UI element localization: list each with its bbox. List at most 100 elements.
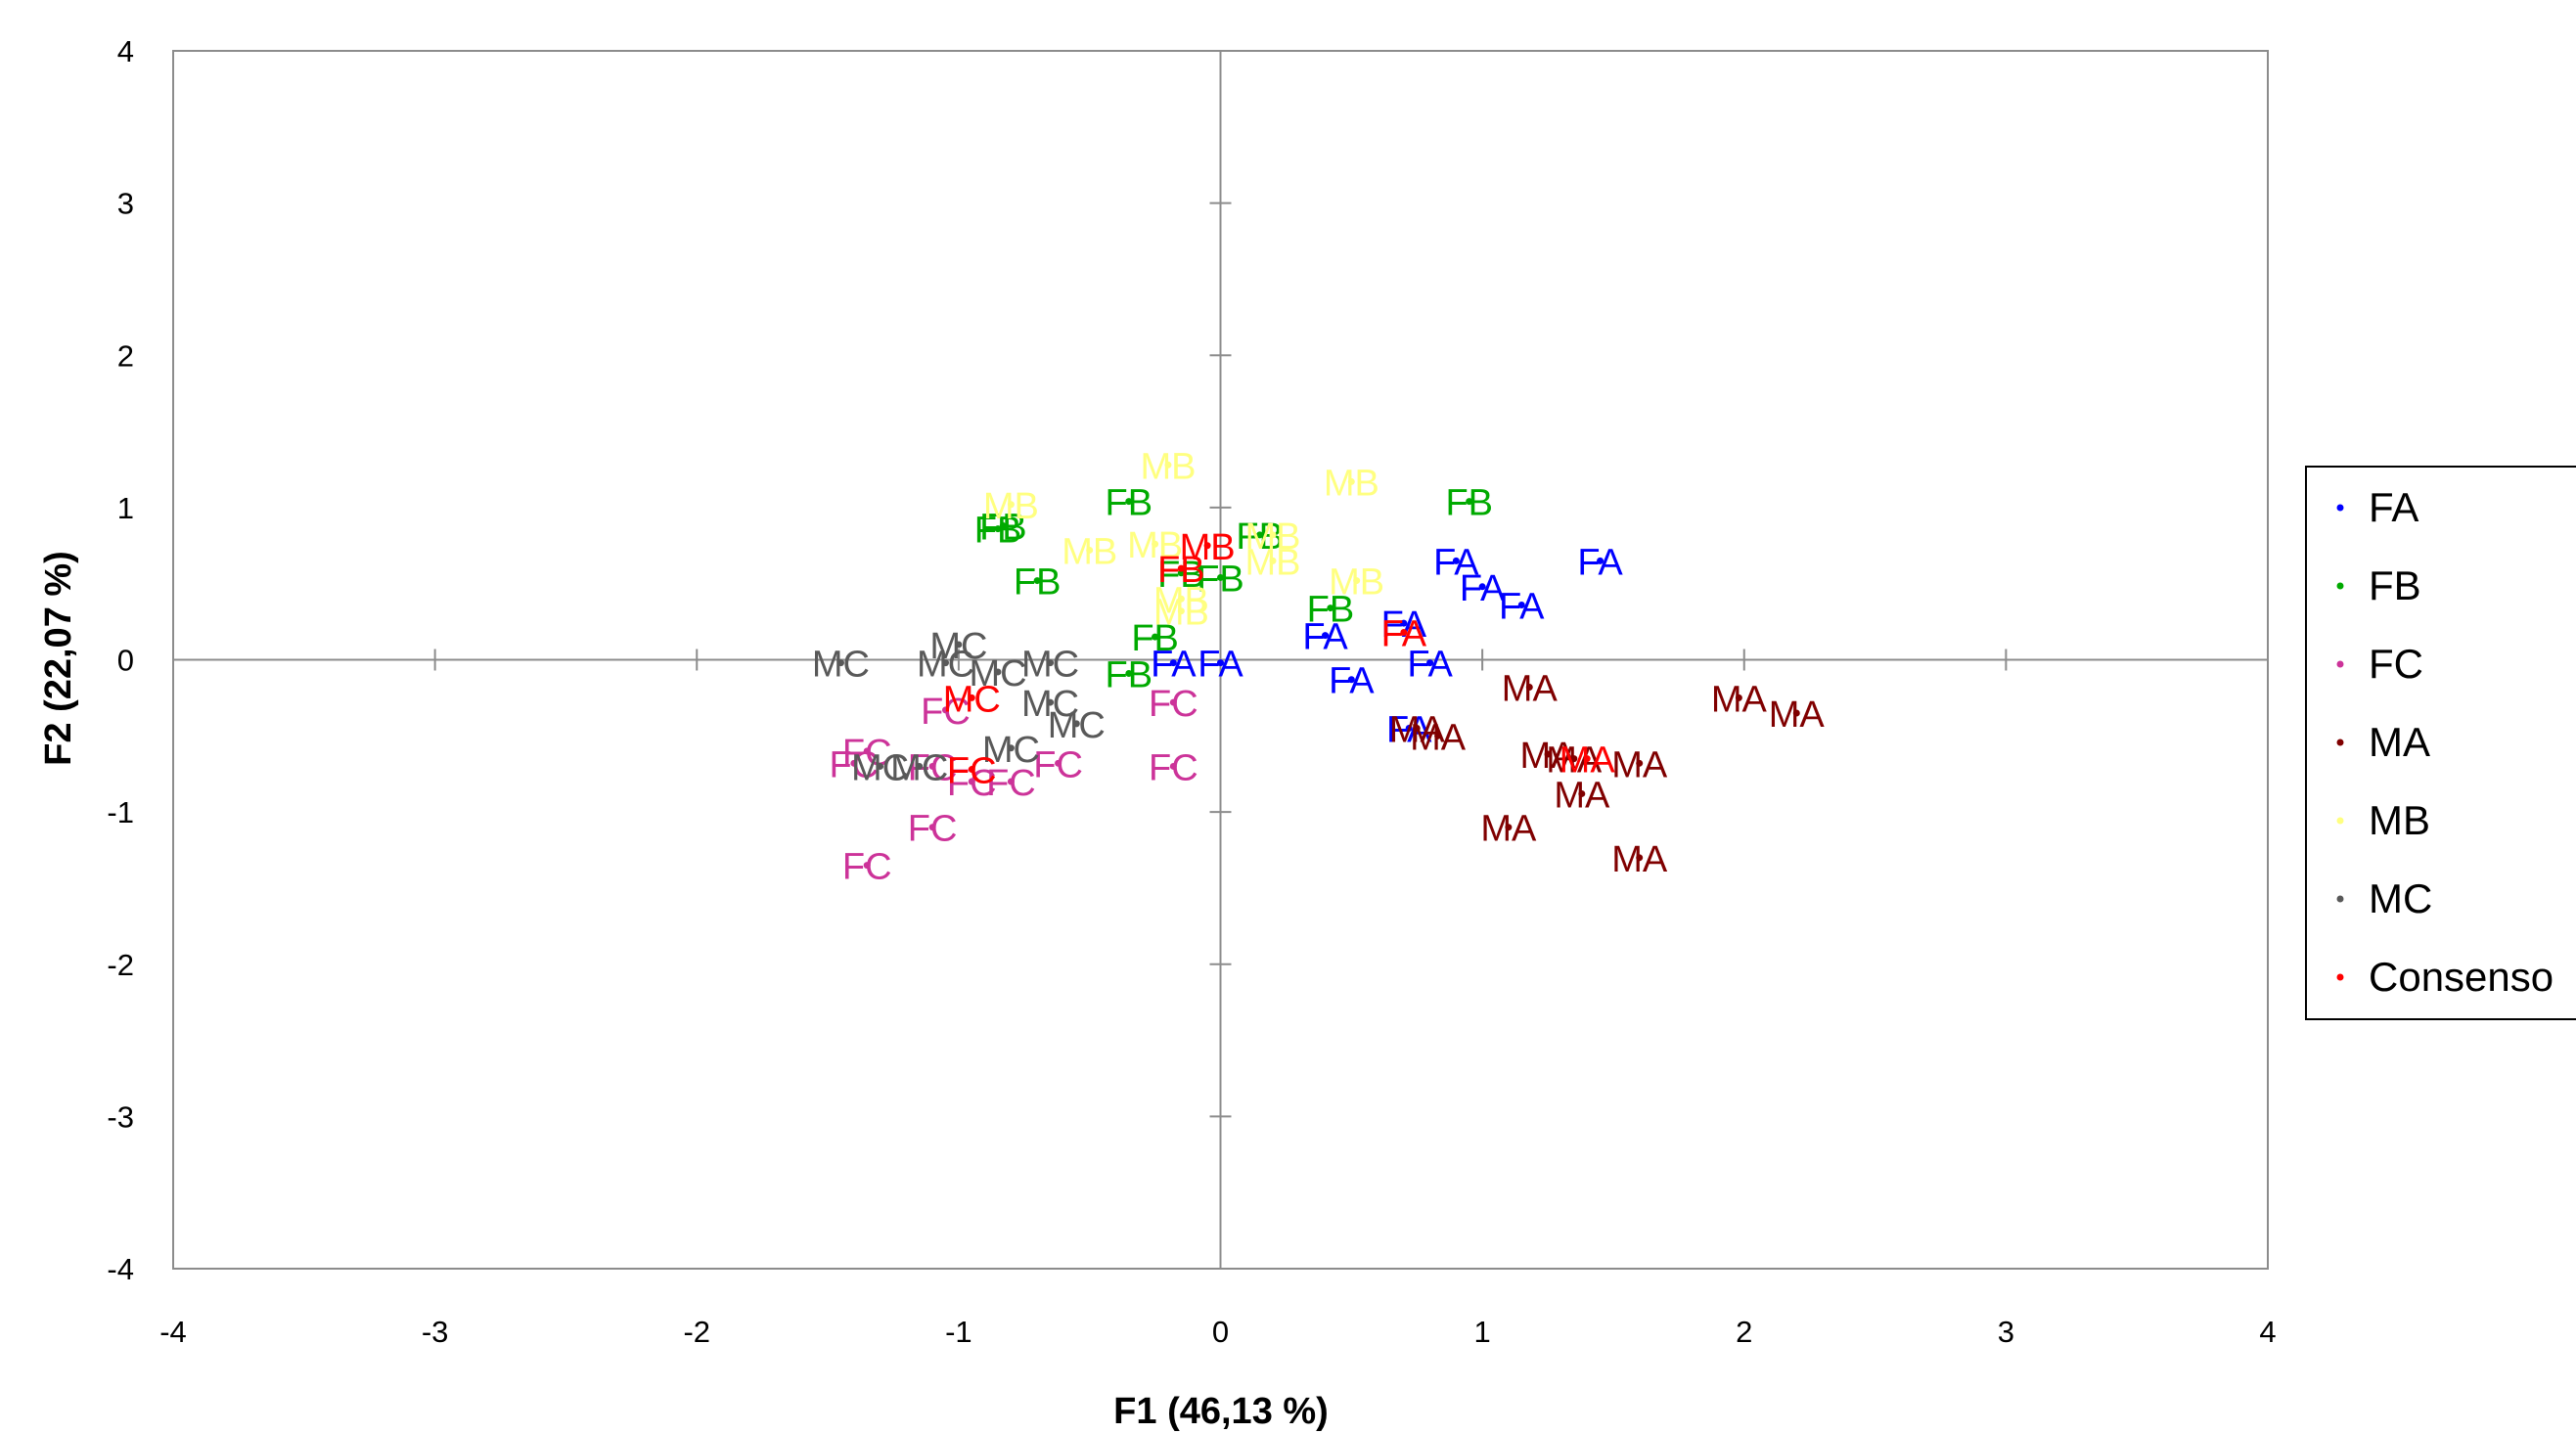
data-point — [941, 706, 949, 714]
data-point — [1322, 632, 1330, 640]
data-point — [1217, 573, 1224, 581]
x-tick-label: 4 — [2259, 1315, 2276, 1349]
point-label: FC — [842, 733, 892, 774]
data-point — [1072, 720, 1080, 728]
point-label: MB — [1062, 531, 1117, 572]
legend-label: MB — [2369, 797, 2430, 843]
x-tick-label: -3 — [422, 1315, 449, 1349]
point-label: MC — [929, 626, 987, 667]
data-point — [955, 641, 963, 649]
point-label: MA — [1554, 775, 1610, 816]
point-label: FC — [908, 747, 958, 788]
legend-marker — [2336, 739, 2344, 746]
point-label: MC — [982, 730, 1040, 771]
data-point — [968, 694, 975, 701]
legend-item-consenso: Consenso — [2336, 954, 2553, 1000]
data-point — [1525, 684, 1533, 692]
data-point — [850, 759, 858, 767]
legend-box — [2305, 466, 2576, 1020]
legend-label: MC — [2369, 875, 2432, 921]
data-point — [941, 659, 949, 667]
point-label: MA — [1611, 839, 1668, 880]
data-point — [1347, 676, 1355, 684]
data-point — [1047, 659, 1055, 667]
point-label: FC — [842, 847, 892, 888]
data-point — [928, 824, 936, 831]
legend-marker — [2336, 582, 2344, 590]
point-label: MB — [1180, 527, 1236, 568]
data-point — [1152, 633, 1159, 641]
point-label: FB — [979, 508, 1027, 549]
point-label: MB — [983, 486, 1039, 527]
point-label: FB — [1445, 483, 1493, 524]
data-point — [1400, 628, 1408, 636]
point-label: MA — [1480, 809, 1537, 850]
point-label: FA — [1386, 710, 1432, 751]
y-tick-label: 2 — [117, 338, 134, 373]
data-point — [1636, 854, 1644, 862]
legend-label: Consenso — [2369, 954, 2553, 1000]
point-label: FB — [1106, 483, 1153, 524]
data-point — [1269, 557, 1277, 564]
point-label: MA — [1410, 717, 1467, 758]
point-label: FC — [908, 809, 958, 850]
legend-marker — [2336, 895, 2344, 903]
data-point — [1217, 659, 1224, 667]
data-point — [1177, 564, 1185, 572]
x-tick-label: 2 — [1736, 1315, 1752, 1349]
point-label: FB — [1157, 555, 1205, 596]
x-tick-label: -2 — [683, 1315, 710, 1349]
point-label: FA — [1151, 645, 1197, 686]
legend: FA FB FC MA MB MC Consenso — [2305, 466, 2576, 1020]
axes-layer: -4 -3 -2 -1 0 1 2 3 4 4 3 2 1 0 -1 -2 -3 -4 — [107, 34, 2276, 1349]
data-point — [1169, 659, 1177, 667]
point-label: MC — [917, 645, 974, 686]
data-point — [1583, 755, 1591, 763]
data-point — [1792, 709, 1800, 717]
data-point — [1086, 546, 1094, 554]
data-point — [968, 778, 975, 785]
point-label: MC — [890, 747, 948, 788]
x-axis-title: F1 (46,13 %) — [1113, 1391, 1329, 1432]
point-label: FC — [921, 692, 971, 733]
point-label: MC — [1048, 705, 1106, 746]
x-tick-label: 1 — [1474, 1315, 1491, 1349]
y-tick-label: -2 — [107, 948, 134, 982]
x-tick-label: -4 — [159, 1315, 187, 1349]
point-label: FB — [1106, 655, 1153, 696]
point-label: MC — [943, 679, 1001, 720]
point-label: FB — [1197, 559, 1244, 600]
data-point — [1735, 694, 1742, 701]
y-tick-label: 4 — [117, 34, 134, 68]
data-point — [1327, 605, 1334, 612]
point-label: MA — [1546, 740, 1603, 782]
legend-item-fc: FC — [2336, 641, 2423, 687]
data-point — [1164, 461, 1172, 469]
point-label: MB — [1329, 562, 1384, 604]
point-label: FA — [1407, 645, 1453, 686]
point-label: FA — [1329, 661, 1375, 702]
data-point — [1405, 725, 1413, 733]
point-label: MA — [1520, 736, 1577, 777]
point-label: MA — [1389, 710, 1446, 751]
point-label: FA — [1381, 613, 1427, 654]
legend-label: FA — [2369, 484, 2418, 530]
y-tick-label: -4 — [107, 1252, 134, 1286]
point-label: MA — [1502, 669, 1559, 710]
data-point — [1544, 750, 1552, 758]
data-point — [1597, 557, 1604, 564]
data-point — [863, 862, 871, 870]
y-tick-label: 0 — [117, 644, 134, 678]
data-point — [1353, 577, 1361, 585]
legend-label: FC — [2369, 641, 2423, 687]
data-point — [1177, 595, 1185, 603]
point-label: FA — [1433, 542, 1479, 583]
point-label: MB — [1127, 525, 1183, 566]
